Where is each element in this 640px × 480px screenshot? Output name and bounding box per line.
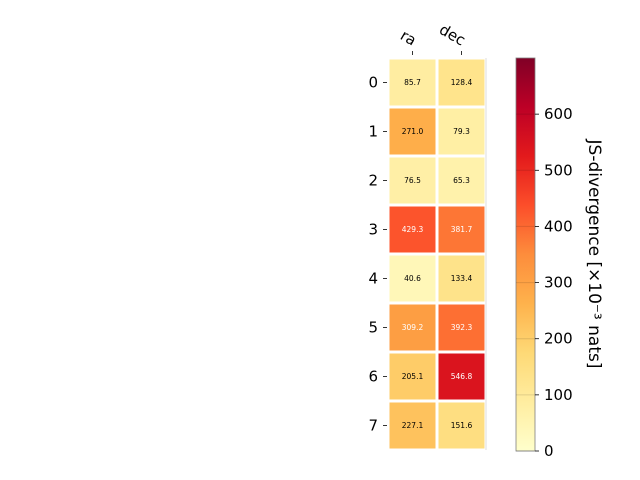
- cell-value-label: 227.1: [402, 421, 424, 430]
- cell-value-label: 271.0: [402, 127, 424, 136]
- heatmap-cell: [389, 353, 436, 400]
- cell-value-label: 392.3: [451, 323, 473, 332]
- row-label: 3: [368, 221, 378, 239]
- heatmap-cell: [438, 108, 485, 155]
- row-label: 5: [368, 319, 378, 337]
- colorbar-ticks: 0 100 200 300 400 500 600: [516, 105, 573, 460]
- heatmap-cell: [438, 304, 485, 351]
- heatmap-cell: [389, 59, 436, 106]
- cell-value-label: 85.7: [404, 78, 421, 87]
- column-label: ra: [397, 26, 419, 49]
- cell-value-label: 65.3: [453, 176, 470, 185]
- heatmap-cell: [438, 59, 485, 106]
- cell-value-label: 133.4: [451, 274, 473, 283]
- cell-value-label: 128.4: [451, 78, 473, 87]
- cell-value-label: 546.8: [451, 372, 473, 381]
- cell-value-label: 309.2: [402, 323, 424, 332]
- row-labels: 0 1 2 3 4 5 6 7: [368, 74, 387, 435]
- colorbar: 0 100 200 300 400 500 600 JS-divergence [×10⁻³…: [515, 57, 604, 460]
- colorbar-tick-label: 100: [544, 386, 573, 404]
- colorbar-tick-label: 600: [544, 105, 573, 123]
- colorbar-label: JS-divergence [×10⁻³ nats]: [584, 139, 604, 369]
- colorbar-gradient: [515, 57, 536, 452]
- colorbar-tick-label: 200: [544, 330, 573, 348]
- heatmap-cell: [389, 108, 436, 155]
- row-label: 7: [368, 417, 378, 435]
- colorbar-tick-label: 0: [544, 442, 554, 460]
- cell-value-label: 151.6: [451, 421, 473, 430]
- column-label: dec: [436, 20, 468, 49]
- heatmap-cells: 85.7 128.4 271.0 79.3 76.5 65.3 429.3 381.7 40.6…: [389, 58, 487, 450]
- colorbar-tick-label: 400: [544, 217, 573, 235]
- row-label: 1: [368, 123, 378, 141]
- cell-value-label: 429.3: [402, 225, 424, 234]
- heatmap-cell: [389, 157, 436, 204]
- heatmap-cell: [438, 402, 485, 449]
- heatmap-cell: [389, 206, 436, 253]
- column-labels: ra dec: [397, 20, 469, 55]
- row-label: 2: [368, 172, 378, 190]
- cell-value-label: 79.3: [453, 127, 470, 136]
- heatmap-cell: [438, 157, 485, 204]
- cell-value-label: 381.7: [451, 225, 473, 234]
- colorbar-tick-label: 500: [544, 161, 573, 179]
- heatmap-cell: [438, 206, 485, 253]
- heatmap-cell: [438, 255, 485, 302]
- heatmap-cell: [389, 402, 436, 449]
- row-label: 0: [368, 74, 378, 92]
- cell-value-label: 40.6: [404, 274, 421, 283]
- row-label: 4: [368, 270, 378, 288]
- colorbar-tick-label: 300: [544, 274, 573, 292]
- row-label: 6: [368, 368, 378, 386]
- heatmap-cell: [438, 353, 485, 400]
- heatmap-cell: [389, 255, 436, 302]
- cell-value-label: 76.5: [404, 176, 421, 185]
- heatmap-cell: [389, 304, 436, 351]
- cell-value-label: 205.1: [402, 372, 424, 381]
